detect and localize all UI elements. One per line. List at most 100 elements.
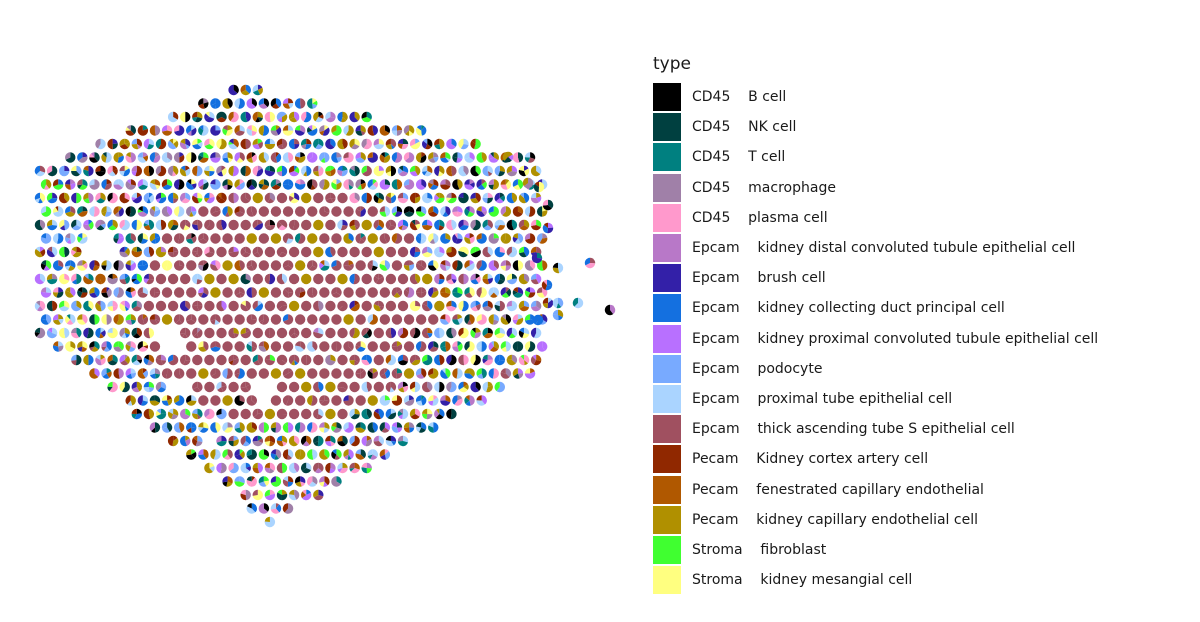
- spot-slice: [65, 206, 71, 214]
- spot-slice: [258, 98, 264, 106]
- spot-slice: [449, 381, 457, 393]
- spot-slice: [475, 381, 481, 391]
- spot-slice: [536, 341, 545, 352]
- spot-slice: [68, 265, 75, 271]
- spot-slice: [173, 138, 178, 144]
- spot-slice: [203, 102, 209, 109]
- spot-slice: [241, 90, 250, 96]
- spot: [186, 422, 197, 433]
- spot-slice: [167, 252, 174, 258]
- spot-slice: [482, 358, 488, 364]
- spot-slice: [58, 341, 64, 347]
- spot: [161, 152, 173, 163]
- spot-slice: [465, 262, 475, 271]
- spot-slice: [204, 252, 215, 258]
- spot-slice: [409, 138, 416, 147]
- spot-slice: [348, 263, 354, 269]
- spot-slice: [34, 331, 40, 337]
- spot: [482, 273, 493, 285]
- spot-slice: [511, 246, 517, 252]
- spot-slice: [117, 155, 124, 163]
- spot-slice: [89, 346, 95, 351]
- spot: [446, 219, 457, 231]
- spot-slice: [70, 206, 76, 214]
- spot-slice: [76, 300, 82, 309]
- spot-slice: [77, 236, 83, 243]
- spot-slice: [477, 184, 485, 190]
- spot-slice: [525, 233, 536, 244]
- spot-slice: [113, 233, 119, 239]
- spot-slice: [131, 279, 137, 283]
- spot-slice: [511, 327, 518, 337]
- spot: [186, 125, 197, 136]
- spot-slice: [113, 179, 119, 185]
- spot: [397, 192, 409, 204]
- spot: [307, 368, 318, 379]
- spot-slice: [101, 346, 107, 351]
- spot-slice: [409, 192, 416, 204]
- spot-slice: [396, 287, 402, 293]
- spot: [204, 354, 215, 366]
- spot-slice: [276, 440, 284, 447]
- spot-slice: [113, 152, 119, 163]
- spot-slice: [119, 138, 125, 147]
- spot-slice: [288, 111, 295, 120]
- legend-key: [653, 566, 681, 595]
- spot-slice: [94, 152, 100, 162]
- spot: [288, 192, 300, 204]
- spot: [258, 368, 270, 379]
- spot-slice: [391, 152, 397, 163]
- spot-slice: [486, 385, 493, 393]
- spot: [530, 273, 542, 285]
- spot: [385, 192, 397, 204]
- spot: [415, 233, 427, 244]
- spot-slice: [155, 410, 161, 417]
- spot: [65, 260, 76, 271]
- spot-slice: [215, 341, 221, 349]
- spot-slice: [418, 427, 426, 433]
- spot: [95, 165, 106, 177]
- spot: [179, 111, 191, 123]
- spot: [301, 192, 312, 204]
- spot-slice: [482, 327, 488, 337]
- spot-slice: [94, 368, 100, 378]
- spot-slice: [192, 144, 202, 150]
- spot: [355, 179, 366, 190]
- spot-slice: [89, 153, 95, 158]
- spot: [482, 165, 493, 177]
- spot-slice: [329, 468, 336, 474]
- spot-slice: [130, 179, 136, 186]
- spot-slice: [215, 314, 221, 323]
- spot: [458, 246, 469, 258]
- spot-slice: [409, 260, 415, 266]
- spot-slice: [131, 354, 137, 363]
- spot-slice: [330, 435, 336, 444]
- spot-slice: [404, 211, 414, 217]
- spot-slice: [227, 152, 233, 160]
- spot-slice: [251, 152, 256, 158]
- spot-slice: [258, 346, 267, 352]
- spot-slice: [77, 290, 83, 298]
- spot: [192, 435, 203, 447]
- spot: [391, 233, 403, 244]
- spot-slice: [426, 414, 433, 420]
- spot: [95, 327, 106, 339]
- spot: [264, 219, 276, 231]
- spot-slice: [166, 260, 173, 271]
- spot: [198, 260, 209, 271]
- spot-slice: [178, 179, 185, 190]
- spot-slice: [34, 165, 40, 175]
- spot-slice: [319, 427, 325, 433]
- spot: [440, 152, 451, 163]
- spot-slice: [404, 179, 415, 190]
- spot-slice: [349, 354, 355, 361]
- spot: [252, 165, 263, 177]
- spot: [155, 192, 167, 204]
- spot-slice: [320, 157, 326, 163]
- spot-slice: [349, 300, 355, 310]
- spot: [434, 408, 445, 420]
- spot-slice: [397, 327, 403, 337]
- spot: [246, 341, 257, 352]
- spot-slice: [101, 206, 107, 213]
- spot-slice: [101, 368, 107, 377]
